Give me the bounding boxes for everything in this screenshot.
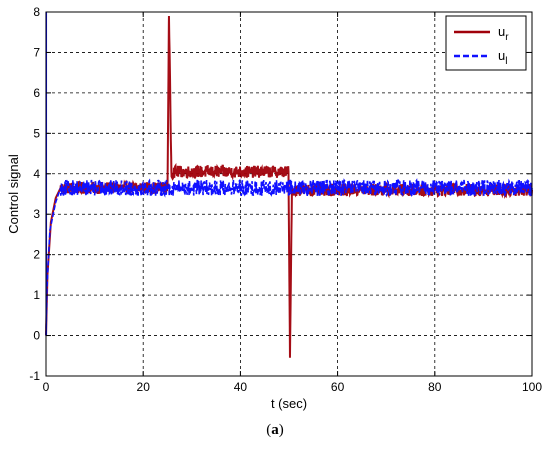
legend-label: ur <box>498 24 509 43</box>
y-tick-label: 8 <box>33 5 40 19</box>
y-tick-label: 4 <box>33 167 40 181</box>
x-tick-label: 100 <box>522 380 542 394</box>
x-tick-label: 0 <box>43 380 50 394</box>
y-tick-label: 5 <box>33 126 40 140</box>
legend: ur ul <box>445 15 527 71</box>
y-axis-label: Control signal <box>6 154 21 234</box>
y-tick-label: 7 <box>33 45 40 59</box>
caption-open: ( <box>266 422 272 438</box>
figure-caption: (a) <box>0 422 550 439</box>
axes-box <box>45 11 533 377</box>
y-tick-label: 0 <box>33 329 40 343</box>
y-tick-label: 2 <box>33 248 40 262</box>
legend-subscript: l <box>505 56 507 67</box>
legend-box <box>445 15 527 71</box>
x-tick-label: 60 <box>331 380 345 394</box>
y-tick-label: 6 <box>33 86 40 100</box>
legend-label: ul <box>498 48 507 67</box>
x-tick-label: 80 <box>428 380 442 394</box>
y-tick-label: -1 <box>29 369 40 383</box>
series-line-ul <box>45 178 533 336</box>
x-tick-label: 40 <box>234 380 248 394</box>
y-tick-label: 1 <box>33 288 40 302</box>
x-axis-label: t (sec) <box>271 396 307 411</box>
y-tick-label: 3 <box>33 207 40 221</box>
caption-close: ) <box>278 422 284 438</box>
legend-subscript: r <box>505 32 509 43</box>
x-tick-label: 20 <box>137 380 151 394</box>
caption-letter: a <box>271 422 279 438</box>
